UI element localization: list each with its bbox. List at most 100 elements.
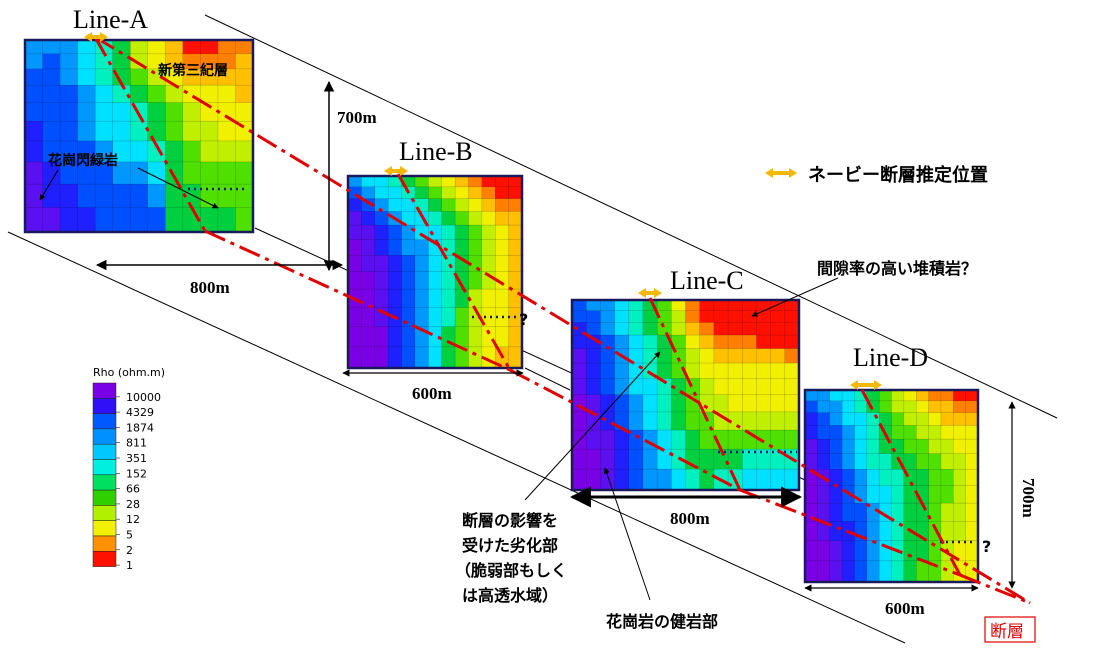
resistivity-cell bbox=[441, 224, 456, 241]
resistivity-cell bbox=[414, 307, 429, 328]
resistivity-cell bbox=[481, 198, 496, 213]
resistivity-cell bbox=[200, 120, 219, 142]
resistivity-cell bbox=[671, 394, 687, 413]
resistivity-cell bbox=[628, 322, 644, 336]
resistivity-cell bbox=[42, 53, 61, 70]
resistivity-cell bbox=[347, 307, 362, 328]
resistivity-cell bbox=[600, 310, 616, 324]
resistivity-cell bbox=[600, 348, 616, 364]
resistivity-cell bbox=[585, 429, 601, 450]
resistivity-cell bbox=[428, 346, 443, 369]
resistivity-cell bbox=[642, 378, 658, 396]
resistivity-cell bbox=[878, 560, 893, 583]
resistivity-cell bbox=[628, 378, 644, 396]
resistivity-cell bbox=[671, 411, 687, 431]
resistivity-cell bbox=[878, 521, 893, 542]
resistivity-cell bbox=[671, 322, 687, 336]
resistivity-cell bbox=[784, 310, 800, 324]
resistivity-cell bbox=[585, 299, 601, 312]
legend-swatch bbox=[92, 474, 117, 491]
dim-label-a-width: 800m bbox=[190, 278, 230, 297]
resistivity-cell bbox=[24, 183, 44, 209]
resistivity-cell bbox=[953, 412, 967, 427]
resistivity-cell bbox=[374, 239, 389, 256]
callout-porous-arrow bbox=[751, 277, 839, 317]
resistivity-cell bbox=[200, 84, 219, 104]
resistivity-cell bbox=[928, 389, 942, 402]
resistivity-cell bbox=[454, 211, 470, 226]
resistivity-cell bbox=[165, 161, 184, 185]
resistivity-cell bbox=[656, 299, 672, 312]
resistivity-cell bbox=[441, 211, 456, 226]
resistivity-cell bbox=[130, 68, 149, 86]
callout-granodiorite-arrow-2 bbox=[39, 169, 59, 201]
resistivity-cell bbox=[916, 389, 930, 402]
resistivity-cell bbox=[94, 84, 114, 104]
resistivity-cell bbox=[713, 322, 729, 336]
callout-sound-granite-arrow bbox=[603, 467, 651, 601]
resistivity-cell bbox=[940, 425, 954, 440]
resistivity-cell bbox=[742, 334, 758, 350]
line-d-title: Line-D bbox=[853, 343, 928, 372]
resistivity-cell bbox=[713, 310, 729, 324]
resistivity-cell bbox=[642, 334, 658, 350]
resistivity-cell bbox=[656, 394, 672, 413]
resistivity-cell bbox=[699, 334, 715, 350]
resistivity-cell bbox=[784, 429, 800, 450]
fault-lines bbox=[93, 35, 1031, 605]
resistivity-cell bbox=[508, 186, 523, 200]
resistivity-cell bbox=[24, 140, 44, 163]
resistivity-cell bbox=[656, 411, 672, 431]
resistivity-cell bbox=[42, 207, 61, 233]
resistivity-cell bbox=[866, 453, 880, 470]
legend-swatch bbox=[92, 520, 117, 537]
legend-value: 12 bbox=[126, 513, 140, 526]
resistivity-cell bbox=[953, 502, 967, 523]
resistivity-cell bbox=[699, 448, 715, 470]
resistivity-cell bbox=[571, 448, 587, 470]
resistivity-cell bbox=[878, 389, 893, 402]
callout-weathered-arrow bbox=[524, 351, 661, 501]
resistivity-cell bbox=[235, 84, 254, 104]
resistivity-cell bbox=[727, 378, 743, 396]
panel-line-d-frame bbox=[803, 388, 980, 584]
resistivity-cell bbox=[928, 412, 942, 427]
legend-swatch bbox=[92, 382, 117, 399]
resistivity-cell bbox=[928, 502, 942, 523]
resistivity-cell bbox=[585, 310, 601, 324]
resistivity-cell bbox=[685, 348, 701, 364]
callout-granodiorite-arrow bbox=[137, 167, 219, 209]
resistivity-cell bbox=[401, 346, 416, 369]
resistivity-cell bbox=[928, 485, 942, 504]
resistivity-cell bbox=[147, 183, 166, 209]
resistivity-cell bbox=[829, 485, 843, 504]
resistivity-cell bbox=[804, 521, 818, 542]
resistivity-cell bbox=[656, 322, 672, 336]
resistivity-cell bbox=[24, 161, 44, 185]
resistivity-cell bbox=[854, 502, 868, 523]
resistivity-cell bbox=[361, 186, 376, 200]
resistivity-cell bbox=[854, 412, 868, 427]
resistivity-cell bbox=[571, 411, 587, 431]
resistivity-cell bbox=[628, 362, 644, 379]
resistivity-cell bbox=[200, 161, 219, 185]
resistivity-cell bbox=[628, 411, 644, 431]
resistivity-cell bbox=[841, 560, 856, 583]
resistivity-cell bbox=[454, 326, 470, 348]
resistivity-cell bbox=[878, 469, 893, 487]
resistivity-cell bbox=[600, 299, 616, 312]
resistivity-cell bbox=[742, 378, 758, 396]
resistivity-cell bbox=[713, 299, 729, 312]
resistivity-cell bbox=[878, 540, 893, 562]
resistivity-cell bbox=[165, 120, 184, 142]
resistivity-cell bbox=[727, 299, 743, 312]
resistivity-cell bbox=[347, 198, 362, 213]
resistivity-cell bbox=[940, 453, 954, 470]
resistivity-cell bbox=[77, 183, 96, 209]
resistivity-cell bbox=[854, 400, 868, 414]
resistivity-cell bbox=[508, 326, 523, 348]
resistivity-cell bbox=[361, 288, 376, 309]
resistivity-cell bbox=[928, 425, 942, 440]
resistivity-cell bbox=[495, 211, 510, 226]
resistivity-cell bbox=[112, 120, 131, 142]
